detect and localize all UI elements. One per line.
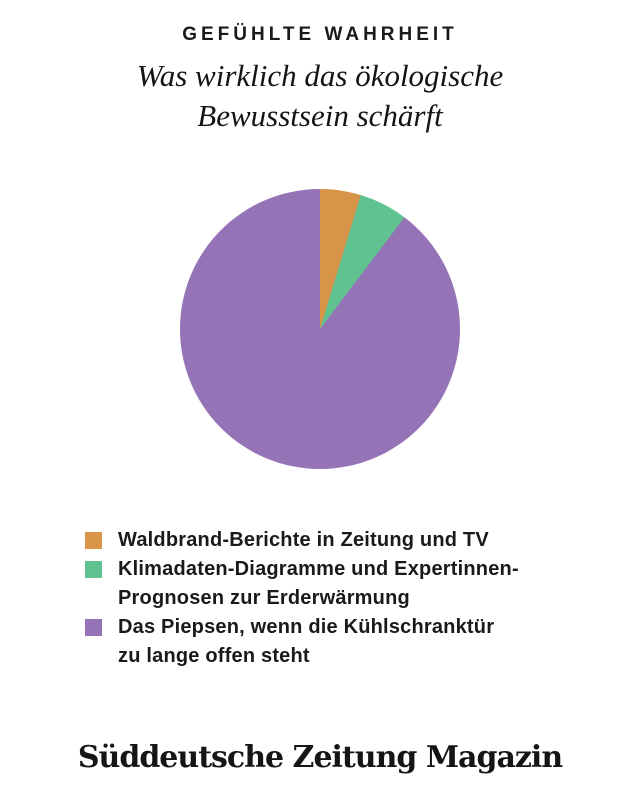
legend: Waldbrand-Berichte in Zeitung und TV Kli… — [85, 526, 575, 671]
legend-item: Waldbrand-Berichte in Zeitung und TV — [85, 526, 575, 555]
chart-title: Was wirklich das ökologische Bewusstsein… — [136, 58, 504, 133]
legend-label: Waldbrand-Berichte in Zeitung und TV — [118, 529, 489, 551]
legend-label: Das Piepsen, wenn die Kühlschranktür zu … — [118, 616, 495, 667]
legend-item: Das Piepsen, wenn die Kühlschranktür zu … — [85, 613, 575, 671]
legend-label: Klimadaten-Diagramme und Expertinnen- Pr… — [118, 558, 519, 609]
pie-chart — [180, 189, 460, 469]
publisher-logo: Süddeutsche Zeitung Magazin — [77, 740, 563, 775]
series-kicker: GEFÜHLTE WAHRHEIT — [182, 24, 458, 45]
legend-swatch-purple — [85, 619, 102, 636]
legend-swatch-orange — [85, 532, 102, 549]
legend-swatch-green — [85, 561, 102, 578]
legend-item: Klimadaten-Diagramme und Expertinnen- Pr… — [85, 555, 575, 613]
